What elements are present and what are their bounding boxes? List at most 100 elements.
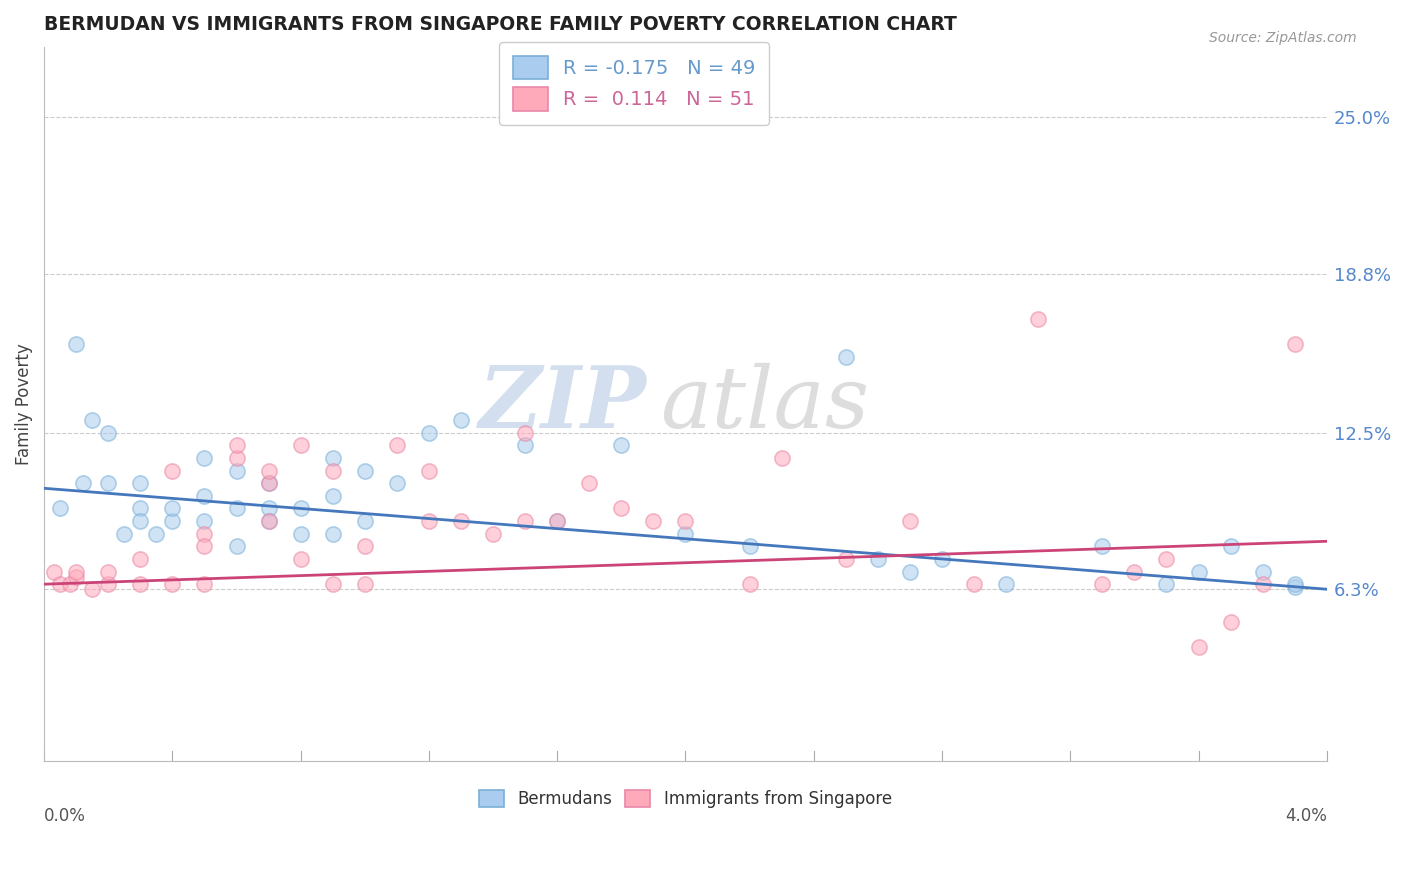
Point: [65, 565, 87, 579]
Point: [675, 514, 697, 528]
Point: [1284, 580, 1306, 594]
Point: [322, 577, 344, 591]
Point: [1251, 565, 1274, 579]
Point: [65, 569, 87, 583]
Point: [1284, 577, 1306, 591]
Point: [193, 450, 215, 465]
Point: [129, 577, 152, 591]
Point: [1187, 565, 1209, 579]
Point: [257, 514, 280, 528]
Point: [290, 438, 312, 452]
Point: [59, 577, 82, 591]
Point: [450, 413, 472, 427]
Point: [1091, 577, 1114, 591]
Point: [162, 577, 184, 591]
Legend: Bermudans, Immigrants from Singapore: Bermudans, Immigrants from Singapore: [471, 782, 900, 817]
Point: [129, 476, 152, 491]
Point: [145, 526, 167, 541]
Point: [1219, 615, 1241, 629]
Point: [49, 577, 72, 591]
Point: [257, 476, 280, 491]
Point: [162, 501, 184, 516]
Text: 4.0%: 4.0%: [1285, 807, 1327, 825]
Point: [1123, 565, 1146, 579]
Point: [418, 464, 440, 478]
Point: [65, 337, 87, 351]
Point: [193, 577, 215, 591]
Point: [129, 552, 152, 566]
Point: [353, 539, 375, 553]
Point: [513, 438, 536, 452]
Point: [418, 425, 440, 440]
Point: [257, 514, 280, 528]
Point: [129, 514, 152, 528]
Point: [1251, 577, 1274, 591]
Point: [770, 450, 793, 465]
Point: [1026, 312, 1049, 326]
Text: BERMUDAN VS IMMIGRANTS FROM SINGAPORE FAMILY POVERTY CORRELATION CHART: BERMUDAN VS IMMIGRANTS FROM SINGAPORE FA…: [44, 15, 957, 34]
Point: [193, 514, 215, 528]
Point: [129, 501, 152, 516]
Point: [97, 476, 120, 491]
Point: [385, 438, 408, 452]
Point: [225, 464, 247, 478]
Point: [257, 501, 280, 516]
Point: [513, 514, 536, 528]
Point: [162, 464, 184, 478]
Text: ZIP: ZIP: [479, 362, 647, 445]
Point: [257, 464, 280, 478]
Point: [112, 526, 135, 541]
Point: [225, 501, 247, 516]
Text: atlas: atlas: [659, 362, 869, 445]
Point: [225, 438, 247, 452]
Point: [835, 552, 858, 566]
Point: [290, 526, 312, 541]
Point: [546, 514, 568, 528]
Point: [257, 476, 280, 491]
Point: [97, 577, 120, 591]
Point: [513, 425, 536, 440]
Point: [675, 526, 697, 541]
Point: [385, 476, 408, 491]
Point: [322, 489, 344, 503]
Point: [97, 425, 120, 440]
Point: [322, 464, 344, 478]
Point: [450, 514, 472, 528]
Text: Source: ZipAtlas.com: Source: ZipAtlas.com: [1209, 31, 1357, 45]
Point: [1091, 539, 1114, 553]
Point: [290, 552, 312, 566]
Point: [1187, 640, 1209, 655]
Point: [72, 476, 94, 491]
Point: [225, 450, 247, 465]
Point: [738, 539, 761, 553]
Point: [610, 501, 633, 516]
Point: [193, 539, 215, 553]
Point: [97, 565, 120, 579]
Point: [931, 552, 953, 566]
Point: [1156, 577, 1178, 591]
Point: [482, 526, 505, 541]
Point: [193, 489, 215, 503]
Text: 0.0%: 0.0%: [44, 807, 86, 825]
Point: [835, 350, 858, 364]
Y-axis label: Family Poverty: Family Poverty: [15, 343, 32, 465]
Point: [82, 413, 104, 427]
Point: [353, 514, 375, 528]
Point: [49, 501, 72, 516]
Point: [898, 565, 921, 579]
Point: [322, 450, 344, 465]
Point: [322, 526, 344, 541]
Point: [290, 501, 312, 516]
Point: [738, 577, 761, 591]
Point: [578, 476, 600, 491]
Point: [162, 514, 184, 528]
Point: [546, 514, 568, 528]
Point: [1219, 539, 1241, 553]
Point: [866, 552, 889, 566]
Point: [418, 514, 440, 528]
Point: [643, 514, 665, 528]
Point: [995, 577, 1018, 591]
Point: [82, 582, 104, 597]
Point: [225, 539, 247, 553]
Point: [193, 526, 215, 541]
